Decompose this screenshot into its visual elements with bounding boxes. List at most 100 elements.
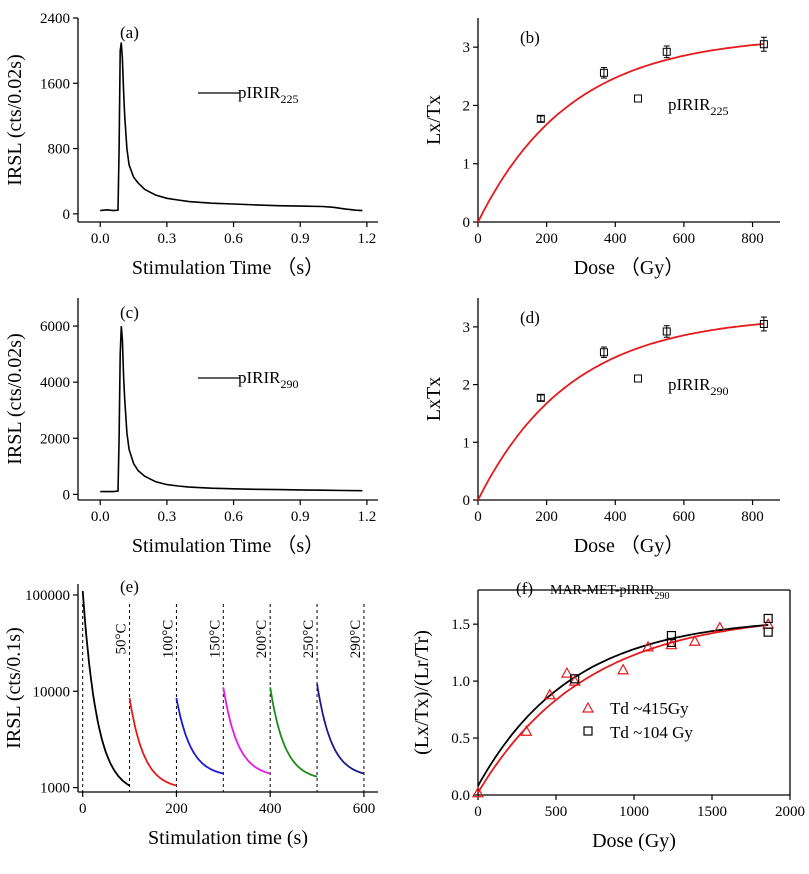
legend-label-triangle: Td ~415Gy — [610, 699, 689, 718]
legend-label-d: pIRIR290 — [668, 375, 729, 398]
decay-curve — [269, 687, 318, 778]
legend-label-b-sub: 225 — [711, 104, 729, 118]
x-axis-label-f: Dose (Gy) — [592, 830, 676, 852]
legend-label-b-main: pIRIR — [668, 95, 711, 114]
data-point-square — [666, 637, 677, 647]
data-point-d — [536, 393, 545, 402]
panel-e: 0 200 400 600 1000 10000 100000 Stimulation tim… — [3, 577, 378, 849]
y-axis-label-a: IRSL (cts/0.02s) — [4, 54, 26, 185]
legend-label-d-main: pIRIR — [668, 375, 711, 394]
legend-label-d-sub: 290 — [711, 384, 729, 398]
data-point-triangle — [642, 640, 655, 652]
y-tick-label-d: 3 — [463, 320, 471, 336]
data-point-triangle — [560, 666, 573, 678]
x-tick-label-f: 1500 — [697, 804, 727, 820]
decay-curve — [316, 683, 365, 775]
data-point-triangle — [471, 786, 485, 798]
panel-tag-b: (b) — [520, 28, 540, 47]
x-tick-label-f: 0 — [474, 804, 482, 820]
x-tick-label-c: 0.0 — [91, 509, 110, 525]
segment-label: 250°C — [301, 620, 317, 659]
x-axis-label-d: Dose （Gy） — [574, 534, 685, 557]
legend-label-a-sub: 225 — [281, 92, 299, 106]
x-tick-label-d: 400 — [604, 509, 627, 525]
data-point-b — [759, 40, 768, 49]
series-line-c — [100, 326, 363, 493]
y-tick-label-b: 3 — [463, 40, 471, 56]
segment-label: 100°C — [160, 620, 176, 659]
y-tick-label-e: 1000 — [40, 781, 70, 797]
legend-marker-square — [583, 726, 593, 736]
data-point-d — [599, 348, 608, 357]
data-point-d — [662, 327, 671, 336]
y-axis-label-f: (Lx/Tx)/(Lr/Tr) — [411, 630, 433, 755]
x-tick-label-f: 500 — [545, 804, 568, 820]
data-point-triangle — [617, 663, 630, 675]
x-tick-label-d: 600 — [673, 509, 696, 525]
data-point-square — [570, 674, 580, 684]
y-tick-label-c: 0 — [63, 487, 71, 503]
panel-subtitle-f-main: MAR-MET-pIRIR — [550, 583, 655, 598]
legend-label-a-main: pIRIR — [238, 83, 281, 102]
y-tick-label-d: 0 — [463, 493, 471, 509]
panel-c: 0.0 0.3 0.6 0.9 1.2 0 2000 4000 6000 Stimulation … — [4, 298, 378, 557]
x-tick-label-a: 0.3 — [158, 231, 177, 247]
decay-curve — [81, 590, 131, 787]
y-tick-label-c: 6000 — [40, 319, 70, 335]
data-point-triangle — [688, 635, 701, 646]
x-tick-label-b: 0 — [474, 231, 482, 247]
legend-label-c-main: pIRIR — [238, 368, 281, 387]
data-point-b — [599, 68, 608, 77]
x-tick-label-f: 2000 — [775, 804, 805, 820]
y-tick-label-d: 2 — [463, 378, 471, 394]
x-tick-label-a: 1.2 — [358, 231, 377, 247]
data-point-triangle — [520, 724, 533, 736]
x-tick-label-b: 400 — [604, 231, 627, 247]
x-tick-label-b: 800 — [741, 231, 764, 247]
y-tick-label-f: 0.5 — [451, 731, 470, 747]
y-tick-label-f: 0.0 — [451, 788, 470, 804]
panel-a: 0.0 0.3 0.6 0.9 1.2 0 800 1600 2400 Stimulation T… — [4, 11, 378, 279]
y-tick-label-e: 100000 — [25, 588, 70, 604]
data-point-square — [666, 630, 677, 641]
x-tick-label-b: 200 — [535, 231, 558, 247]
y-tick-label-a: 800 — [48, 142, 71, 158]
panel-subtitle-f-sub: 290 — [655, 591, 670, 602]
x-tick-label-e: 400 — [259, 801, 282, 817]
x-tick-label-e: 600 — [353, 801, 376, 817]
legend-marker-b — [634, 94, 642, 103]
panel-subtitle-f: MAR-MET-pIRIR290 — [550, 583, 670, 602]
x-tick-label-a: 0.9 — [291, 231, 310, 247]
y-tick-label-f: 1.5 — [451, 617, 470, 633]
y-tick-label-b: 0 — [463, 215, 471, 231]
panel-b: 0 200 400 600 800 0 1 2 3 Dose （Gy） Lx/Tx (b) pIRIR2… — [423, 18, 780, 279]
panel-d: 0 200 400 600 800 0 1 2 3 Dose （Gy） LxTx (d) pIRIR29… — [423, 298, 780, 557]
panel-tag-a: (a) — [120, 23, 139, 42]
legend-marker-d — [634, 374, 642, 383]
y-axis-label-e: IRSL (cts/0.1s) — [3, 627, 25, 748]
decay-curve — [175, 697, 224, 775]
segment-label: 200°C — [254, 620, 270, 659]
y-tick-label-b: 1 — [463, 157, 471, 173]
legend-label-c-sub: 290 — [281, 377, 299, 391]
series-line-a — [100, 42, 363, 212]
x-tick-label-c: 0.6 — [224, 509, 243, 525]
panel-tag-d: (d) — [520, 308, 540, 327]
x-tick-label-a: 0.6 — [224, 231, 243, 247]
data-point-b — [536, 114, 545, 123]
legend-label-b: pIRIR225 — [668, 95, 729, 118]
decay-curve — [222, 687, 271, 775]
y-tick-label-d: 1 — [463, 435, 471, 451]
data-point-triangle — [568, 674, 581, 686]
fit-curve-f — [477, 624, 769, 787]
x-tick-label-b: 600 — [673, 231, 696, 247]
x-tick-label-e: 200 — [165, 801, 188, 817]
x-tick-label-d: 800 — [741, 509, 764, 525]
data-point-triangle — [543, 688, 556, 700]
x-tick-label-e: 0 — [79, 801, 87, 817]
y-tick-label-e: 10000 — [33, 684, 71, 700]
y-axis-label-b: Lx/Tx — [423, 95, 445, 145]
panel-tag-f: (f) — [516, 579, 533, 598]
y-tick-label-a: 2400 — [40, 11, 70, 27]
y-tick-label-a: 1600 — [40, 76, 70, 92]
